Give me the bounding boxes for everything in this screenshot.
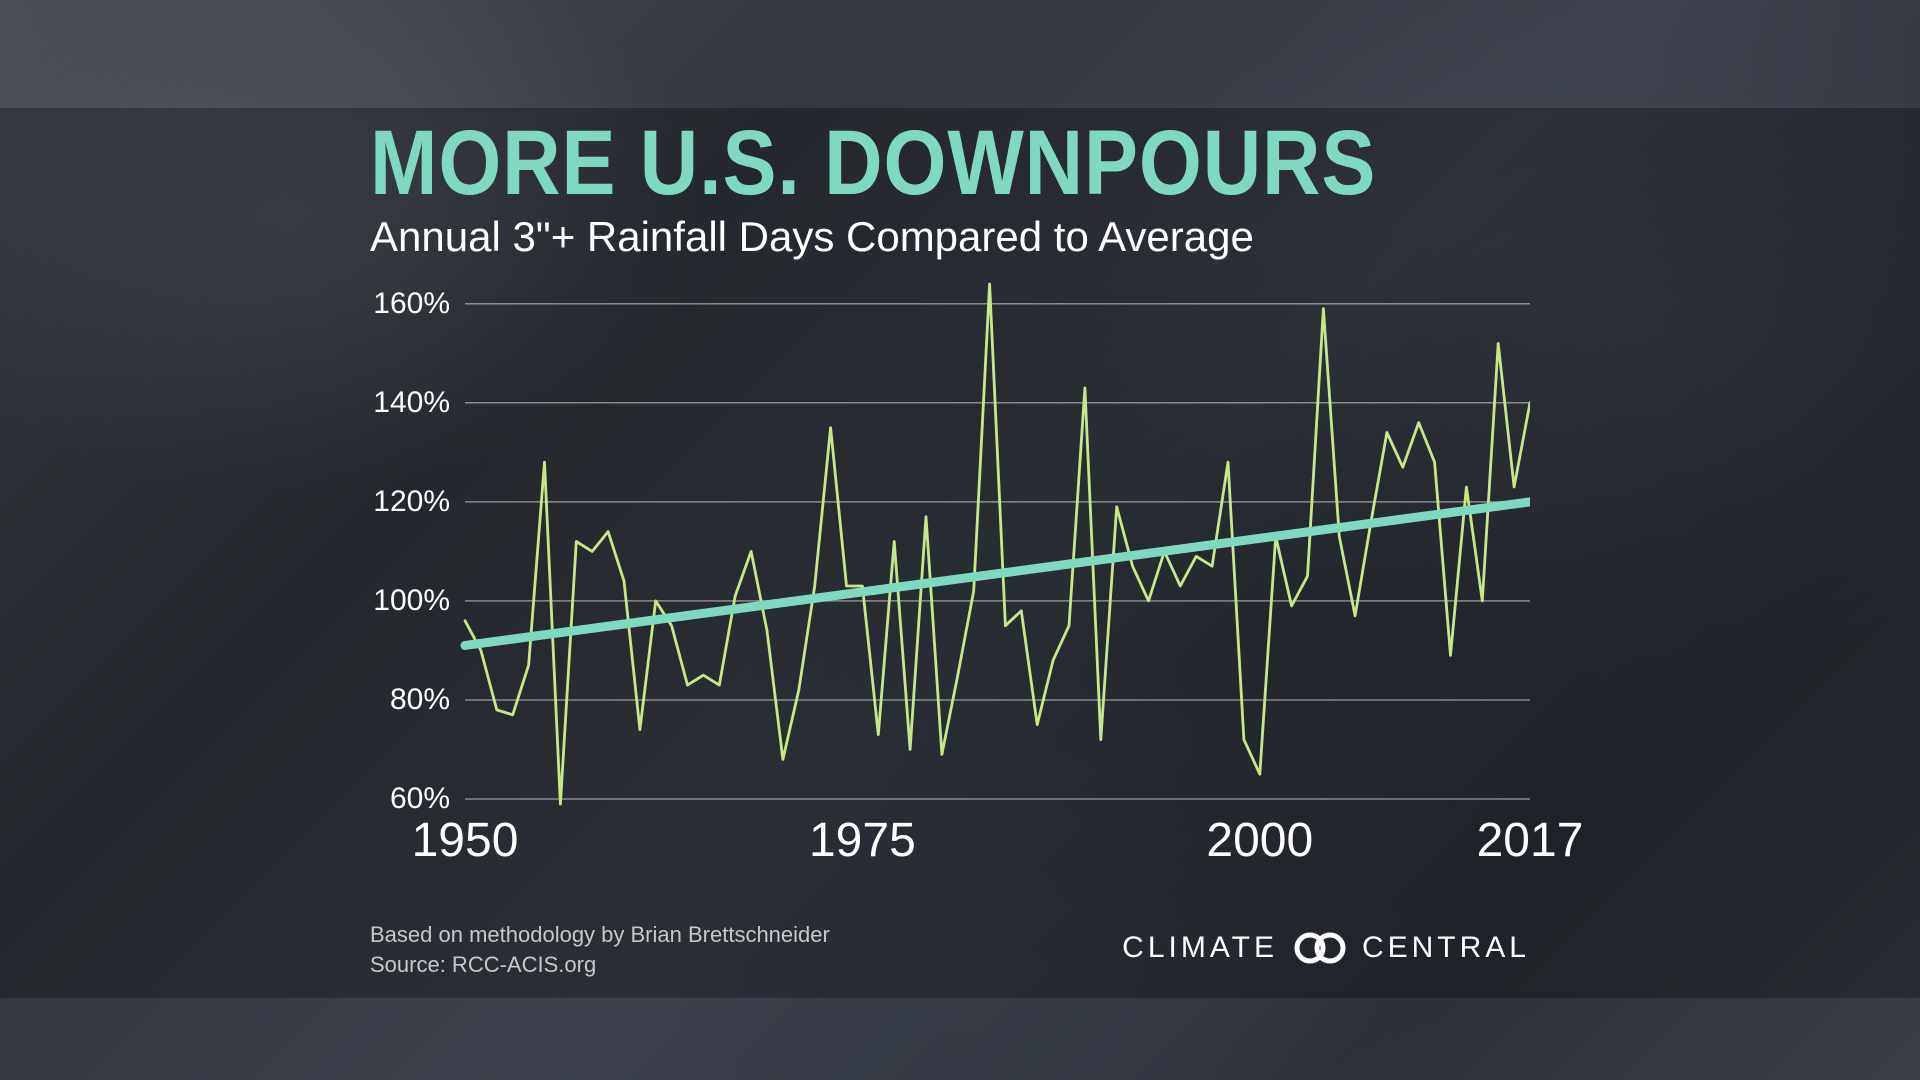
credit-line-2: Source: RCC-ACIS.org — [370, 950, 830, 980]
x-axis-label: 2017 — [1477, 813, 1584, 868]
x-axis-label: 1975 — [809, 813, 916, 868]
credit-line-1: Based on methodology by Brian Brettschne… — [370, 920, 830, 950]
brand-logo: CLIMATE CENTRAL — [1122, 930, 1530, 966]
chart-title: MORE U.S. DOWNPOURS — [370, 120, 1408, 207]
chart-area: 60%80%100%120%140%160%1950197520002017 — [370, 279, 1530, 839]
logo-word-left: CLIMATE — [1122, 931, 1278, 965]
chart-subtitle: Annual 3"+ Rainfall Days Compared to Ave… — [370, 213, 1550, 261]
credits: Based on methodology by Brian Brettschne… — [370, 920, 830, 979]
y-axis-label: 120% — [360, 485, 450, 519]
logo-word-right: CENTRAL — [1362, 931, 1530, 965]
logo-rings-icon — [1288, 930, 1352, 966]
y-axis-label: 140% — [360, 386, 450, 420]
chart-svg — [370, 279, 1530, 839]
y-axis-label: 160% — [360, 287, 450, 321]
content-block: MORE U.S. DOWNPOURS Annual 3"+ Rainfall … — [370, 120, 1550, 839]
x-axis-label: 2000 — [1206, 813, 1313, 868]
y-axis-label: 80% — [360, 683, 450, 717]
y-axis-label: 60% — [360, 782, 450, 816]
y-axis-label: 100% — [360, 584, 450, 618]
trend-line — [465, 502, 1530, 646]
x-axis-label: 1950 — [412, 813, 519, 868]
data-line — [465, 284, 1530, 804]
